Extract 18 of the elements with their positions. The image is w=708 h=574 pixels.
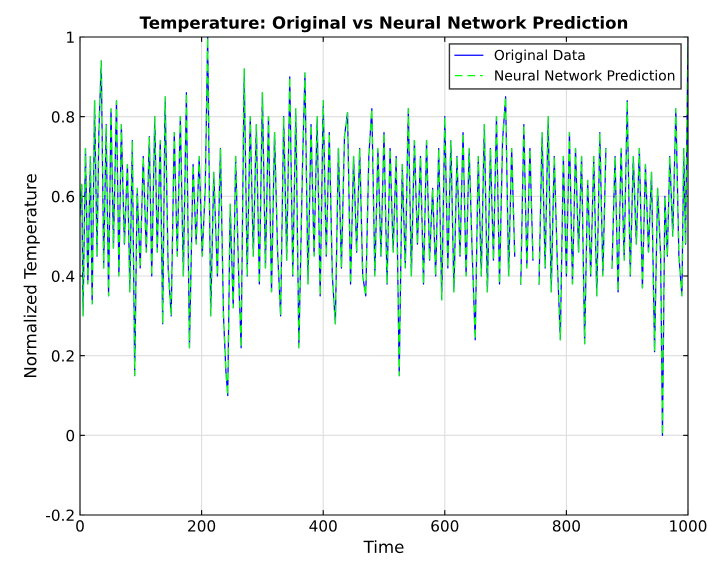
y-tick-label: 0.8: [52, 111, 74, 123]
y-tick-label: 0.4: [52, 270, 74, 282]
y-tick-label: -0.2: [46, 509, 74, 522]
x-tick-label: 800: [552, 520, 580, 532]
chart-title: Temperature: Original vs Neural Network Prediction: [140, 16, 628, 32]
x-axis-title: Time: [364, 540, 404, 554]
y-tick-label: 0: [66, 430, 74, 442]
x-tick-label: 1000: [670, 520, 706, 532]
legend-label: Neural Network Prediction: [495, 70, 674, 81]
x-tick-label: 200: [188, 520, 216, 532]
y-tick-label: 0.2: [52, 350, 74, 362]
legend-label: Original Data: [494, 50, 585, 63]
x-tick-label: 600: [431, 520, 458, 532]
x-tick-label: 400: [309, 520, 337, 532]
y-tick-label: 1: [67, 32, 74, 43]
y-tick-label: 0.6: [52, 190, 74, 202]
x-tick-label: 0: [76, 520, 84, 532]
y-axis-title: Normalized Temperature: [24, 174, 40, 378]
